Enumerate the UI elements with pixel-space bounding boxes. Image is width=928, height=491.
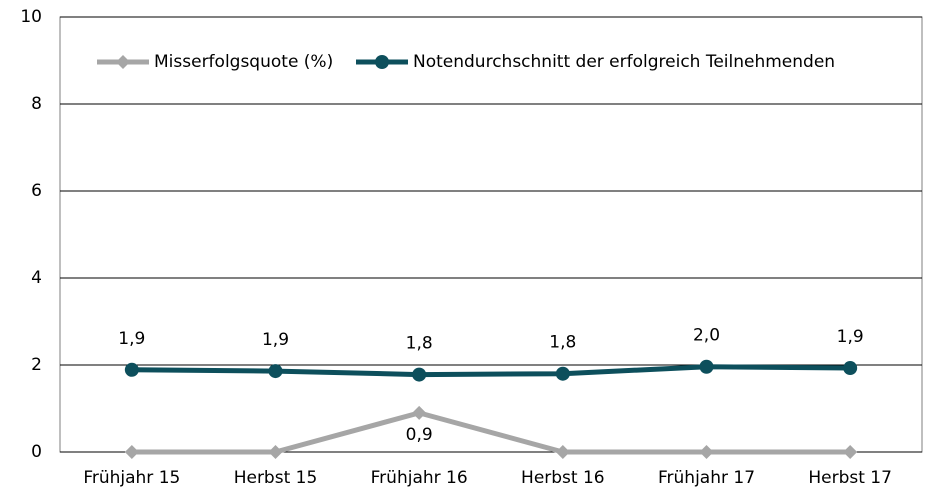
data-point — [699, 445, 714, 459]
data-point — [555, 366, 570, 381]
series-line — [131, 410, 851, 455]
data-label: 1,9 — [118, 329, 145, 349]
x-tick-label: Herbst 15 — [234, 468, 318, 488]
data-label: 0,9 — [406, 425, 433, 445]
data-point — [843, 361, 858, 376]
data-point — [268, 364, 283, 379]
legend-label: Misserfolgsquote (%) — [154, 52, 333, 72]
data-label: 1,9 — [262, 330, 289, 350]
data-label: 1,9 — [837, 327, 864, 347]
data-label: 1,8 — [549, 333, 576, 353]
y-tick-label: 4 — [31, 268, 42, 288]
y-tick-label: 10 — [20, 7, 42, 27]
x-tick-label: Frühjahr 15 — [83, 468, 180, 488]
data-point — [412, 405, 427, 420]
y-tick-label: 0 — [31, 442, 42, 462]
x-tick-label: Herbst 17 — [808, 468, 892, 488]
y-tick-label: 2 — [31, 355, 42, 375]
x-tick-label: Frühjahr 17 — [658, 468, 755, 488]
data-point — [268, 445, 283, 459]
series-line — [131, 364, 851, 378]
legend-marker — [375, 55, 389, 69]
data-label: 1,8 — [406, 334, 433, 354]
y-tick-label: 8 — [31, 94, 42, 114]
data-point — [412, 367, 427, 382]
x-tick-label: Frühjahr 16 — [371, 468, 468, 488]
legend-marker — [116, 55, 130, 69]
data-point — [124, 362, 139, 377]
x-tick-label: Herbst 16 — [521, 468, 605, 488]
data-point — [699, 359, 714, 374]
data-point — [555, 445, 570, 459]
data-label: 2,0 — [693, 326, 720, 346]
plot-frame — [59, 16, 923, 453]
data-point — [843, 445, 858, 459]
y-tick-label: 6 — [31, 181, 42, 201]
legend-label: Notendurchschnitt der erfolgreich Teilne… — [413, 52, 835, 72]
data-point — [124, 445, 139, 459]
